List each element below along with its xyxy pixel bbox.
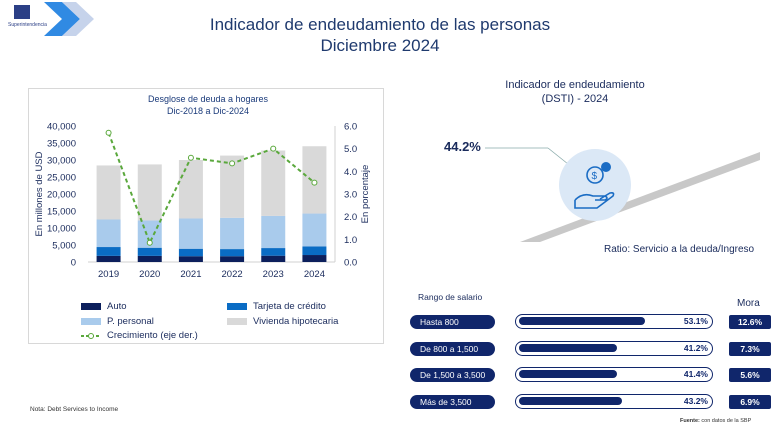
dsti-bar-fill bbox=[519, 396, 622, 405]
dsti-illustration: $ bbox=[485, 147, 760, 242]
y2-axis-label: En porcentaje bbox=[360, 165, 371, 224]
debt-chart: Desglose de deuda a hogares Dic-2018 a Di… bbox=[34, 94, 371, 280]
dsti-title: Indicador de endeudamiento (DSTI) - 2024 bbox=[505, 79, 645, 105]
growth-line bbox=[107, 132, 316, 246]
bar-segment bbox=[96, 247, 121, 256]
bar-segment bbox=[96, 255, 121, 262]
y2-tick-label: 6.0 bbox=[344, 122, 357, 133]
ratio-label: Ratio: Servicio a la deuda/Ingreso bbox=[604, 244, 755, 255]
dsti-bar: 53.1% bbox=[515, 314, 713, 329]
svg-text:$: $ bbox=[592, 171, 598, 182]
chart-subtitle: Dic-2018 a Dic-2024 bbox=[167, 106, 249, 116]
growth-point bbox=[187, 154, 194, 161]
y2-tick-label: 0.0 bbox=[344, 258, 357, 269]
y-tick-label: 5,000 bbox=[52, 241, 76, 252]
chart-panel: Auto Tarjeta de crédito P. personal Vivi… bbox=[28, 88, 384, 344]
x-tick-label: 2021 bbox=[180, 269, 201, 280]
dsti-bar: 43.2% bbox=[515, 393, 713, 409]
bar-segment bbox=[220, 256, 245, 262]
title-line2: Diciembre 2024 bbox=[320, 36, 440, 55]
bar-segment bbox=[220, 217, 245, 250]
bar-segment bbox=[178, 256, 203, 262]
bar-segment bbox=[137, 247, 162, 256]
svg-text:Superintendencia: Superintendencia bbox=[8, 22, 47, 28]
page-title: Indicador de endeudamiento de las person… bbox=[150, 14, 610, 56]
mora-badge: 5.6% bbox=[729, 368, 771, 382]
dsti-bar-fill bbox=[519, 343, 617, 352]
legend-tarjeta: Tarjeta de crédito bbox=[227, 301, 326, 312]
y-tick-label: 20,000 bbox=[47, 190, 76, 201]
bar-segment bbox=[96, 219, 121, 248]
bar-segment bbox=[137, 164, 162, 221]
legend-vivienda: Vivienda hipotecaria bbox=[227, 316, 338, 327]
bar-segment bbox=[178, 160, 203, 219]
salary-range-label: Hasta 800 bbox=[410, 315, 495, 329]
salary-range-label: Más de 3,500 bbox=[410, 394, 495, 409]
y-axis-label: En millones de USD bbox=[34, 151, 45, 236]
y2-tick-label: 1.0 bbox=[344, 235, 357, 246]
bar-segment bbox=[178, 218, 203, 249]
y-tick-label: 30,000 bbox=[47, 156, 76, 167]
dsti-value: 44.2% bbox=[444, 139, 481, 154]
y2-tick-label: 4.0 bbox=[344, 167, 357, 178]
bar-segment bbox=[302, 255, 327, 262]
y-tick-label: 10,000 bbox=[47, 224, 76, 235]
footnote: Nota: Debt Services to Income bbox=[30, 406, 119, 413]
y-tick-label: 0 bbox=[71, 258, 76, 269]
source: Fuente: con datos de la SBP bbox=[680, 418, 752, 424]
dsti-pct: 41.4% bbox=[683, 369, 708, 379]
dsti-bar: 41.2% bbox=[515, 340, 713, 356]
logo: Superintendencia bbox=[4, 2, 96, 36]
bar-segment bbox=[178, 248, 203, 257]
bar-segment bbox=[302, 246, 327, 256]
y2-tick-label: 5.0 bbox=[344, 144, 357, 155]
y2-tick-label: 3.0 bbox=[344, 190, 357, 201]
y-tick-label: 35,000 bbox=[47, 139, 76, 150]
growth-point bbox=[105, 129, 112, 136]
dsti-bar: 41.4% bbox=[515, 367, 713, 382]
legend-auto: Auto bbox=[81, 301, 127, 312]
bar-segment bbox=[302, 213, 327, 247]
growth-point bbox=[270, 145, 277, 152]
growth-point bbox=[311, 179, 318, 186]
legend-personal: P. personal bbox=[81, 316, 154, 327]
y-tick-label: 40,000 bbox=[47, 122, 76, 133]
payment-hand-icon bbox=[559, 149, 631, 221]
salary-range-label: De 1,500 a 3,500 bbox=[410, 368, 495, 382]
chart-title: Desglose de deuda a hogares bbox=[148, 94, 269, 104]
dsti-bar-fill bbox=[519, 317, 645, 325]
bar-segment bbox=[220, 249, 245, 257]
legend-crecimiento: Crecimiento (eje der.) bbox=[81, 330, 198, 341]
x-tick-label: 2020 bbox=[139, 269, 160, 280]
title-line1: Indicador de endeudamiento de las person… bbox=[209, 15, 551, 34]
growth-point bbox=[146, 239, 153, 246]
x-tick-label: 2022 bbox=[222, 269, 243, 280]
growth-point bbox=[229, 160, 236, 167]
x-tick-label: 2019 bbox=[98, 269, 119, 280]
bar-segment bbox=[96, 165, 121, 220]
y-tick-label: 15,000 bbox=[47, 207, 76, 218]
mora-badge: 12.6% bbox=[729, 315, 771, 329]
salary-range-label: De 800 a 1,500 bbox=[410, 341, 495, 356]
ramp-shape bbox=[520, 152, 760, 242]
x-tick-label: 2024 bbox=[304, 269, 325, 280]
bar-segment bbox=[261, 255, 286, 262]
dsti-pct: 53.1% bbox=[683, 316, 708, 326]
y-tick-label: 25,000 bbox=[47, 173, 76, 184]
ranges-header: Rango de salario bbox=[418, 292, 483, 302]
dsti-bar-fill bbox=[519, 370, 617, 378]
x-tick-label: 2023 bbox=[263, 269, 284, 280]
bar-segment bbox=[261, 248, 286, 256]
mora-badge: 7.3% bbox=[729, 341, 771, 356]
bar-segment bbox=[137, 255, 162, 262]
y2-tick-label: 2.0 bbox=[344, 212, 357, 223]
bar-segment bbox=[261, 150, 286, 216]
dsti-pct: 43.2% bbox=[683, 395, 708, 406]
dsti-pct: 41.2% bbox=[683, 342, 708, 353]
mora-header: Mora bbox=[737, 298, 760, 309]
mora-badge: 6.9% bbox=[729, 394, 771, 409]
bar-segment bbox=[261, 215, 286, 249]
